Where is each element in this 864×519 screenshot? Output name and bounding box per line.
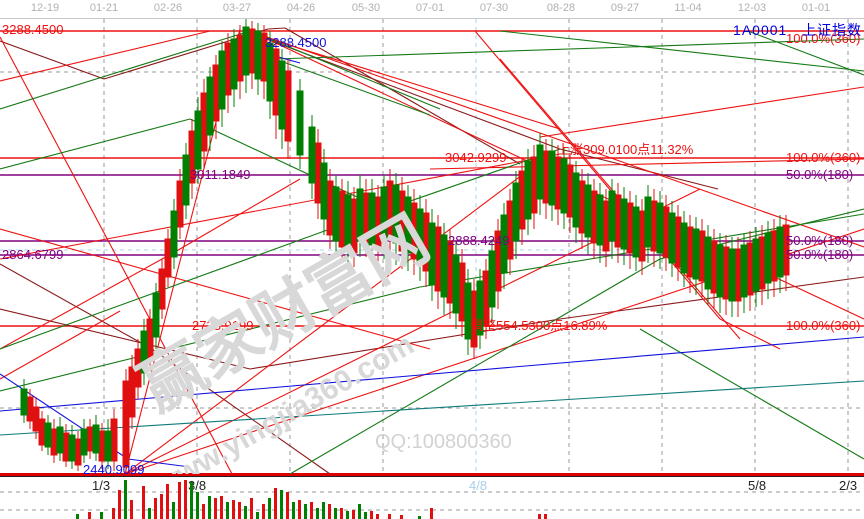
price-label-2888: 2888.4249 <box>448 233 510 248</box>
date-tick-6: 07-01 <box>415 2 445 14</box>
axis-rule <box>0 18 864 19</box>
date-tick-8: 08-28 <box>546 2 576 14</box>
chart-title: 1A0001 上证指数 <box>733 20 862 40</box>
volume-panel <box>0 478 864 519</box>
chart-title-name: 上证指数 <box>802 22 862 38</box>
date-tick-10: 11-04 <box>674 2 702 14</box>
date-axis: 12-19 01-21 02-26 03-27 04-26 05-30 07-0… <box>0 0 864 19</box>
date-tick-1: 01-21 <box>89 2 119 14</box>
price-label-2864: 2864.6799 <box>2 247 64 262</box>
chart-title-code: 1A0001 <box>733 22 788 38</box>
price-label-2440: 2440.9099 <box>83 462 145 475</box>
volume-gridlines <box>0 491 864 511</box>
date-tick-5: 05-30 <box>351 2 381 14</box>
date-tick-0: 12-19 <box>30 2 60 14</box>
gann-label-2-3: 2/3 <box>839 478 858 493</box>
fib-label-100-top: 100.0%(360) <box>786 31 861 46</box>
price-label-3011: 3011.1849 <box>190 167 251 182</box>
fib-label-50-a: 50.0%(180) <box>786 167 854 182</box>
price-label-3042: 3042.9299 <box>445 150 507 165</box>
teal-trendlines <box>0 380 864 436</box>
fib-label-50-c: 50.0%(180) <box>786 247 854 262</box>
fib-label-100-mid: 100.0%(360) <box>786 150 861 165</box>
fib-label-50-b: 50.0%(180) <box>786 233 854 248</box>
volume-chart-svg <box>0 480 864 519</box>
price-label-3288-left: 3288.4500 <box>2 22 64 37</box>
price-chart-svg <box>0 19 864 475</box>
gann-label-1-3: 1/3 <box>92 478 111 493</box>
date-tick-4: 04-26 <box>286 2 316 14</box>
candlesticks <box>20 19 790 474</box>
date-tick-2: 02-26 <box>153 2 183 14</box>
date-tick-9: 09-27 <box>610 2 640 14</box>
annotation-fall: 调整554.5300点16.89% <box>470 318 608 333</box>
price-label-3288-peak: 3288.4500 <box>265 35 327 50</box>
gann-label-5-8: 5/8 <box>748 478 767 493</box>
gann-label-4-8: 4/8 <box>469 478 488 493</box>
date-tick-7: 07-30 <box>479 2 509 14</box>
baseline-black <box>0 476 864 477</box>
date-tick-12: 01-01 <box>801 2 831 14</box>
volume-bars <box>76 480 547 519</box>
price-plot: 3288.4500 3288.4500 3042.9299 3011.1849 … <box>0 19 864 475</box>
annotation-rise: 上涨309.0100点11.32% <box>557 142 694 157</box>
baseline-red <box>0 474 864 476</box>
price-label-2733: 2733.9199 <box>192 318 254 333</box>
fib-label-100-low: 100.0%(360) <box>786 318 861 333</box>
date-tick-3: 03-27 <box>222 2 252 14</box>
date-tick-11: 12-03 <box>737 2 767 14</box>
